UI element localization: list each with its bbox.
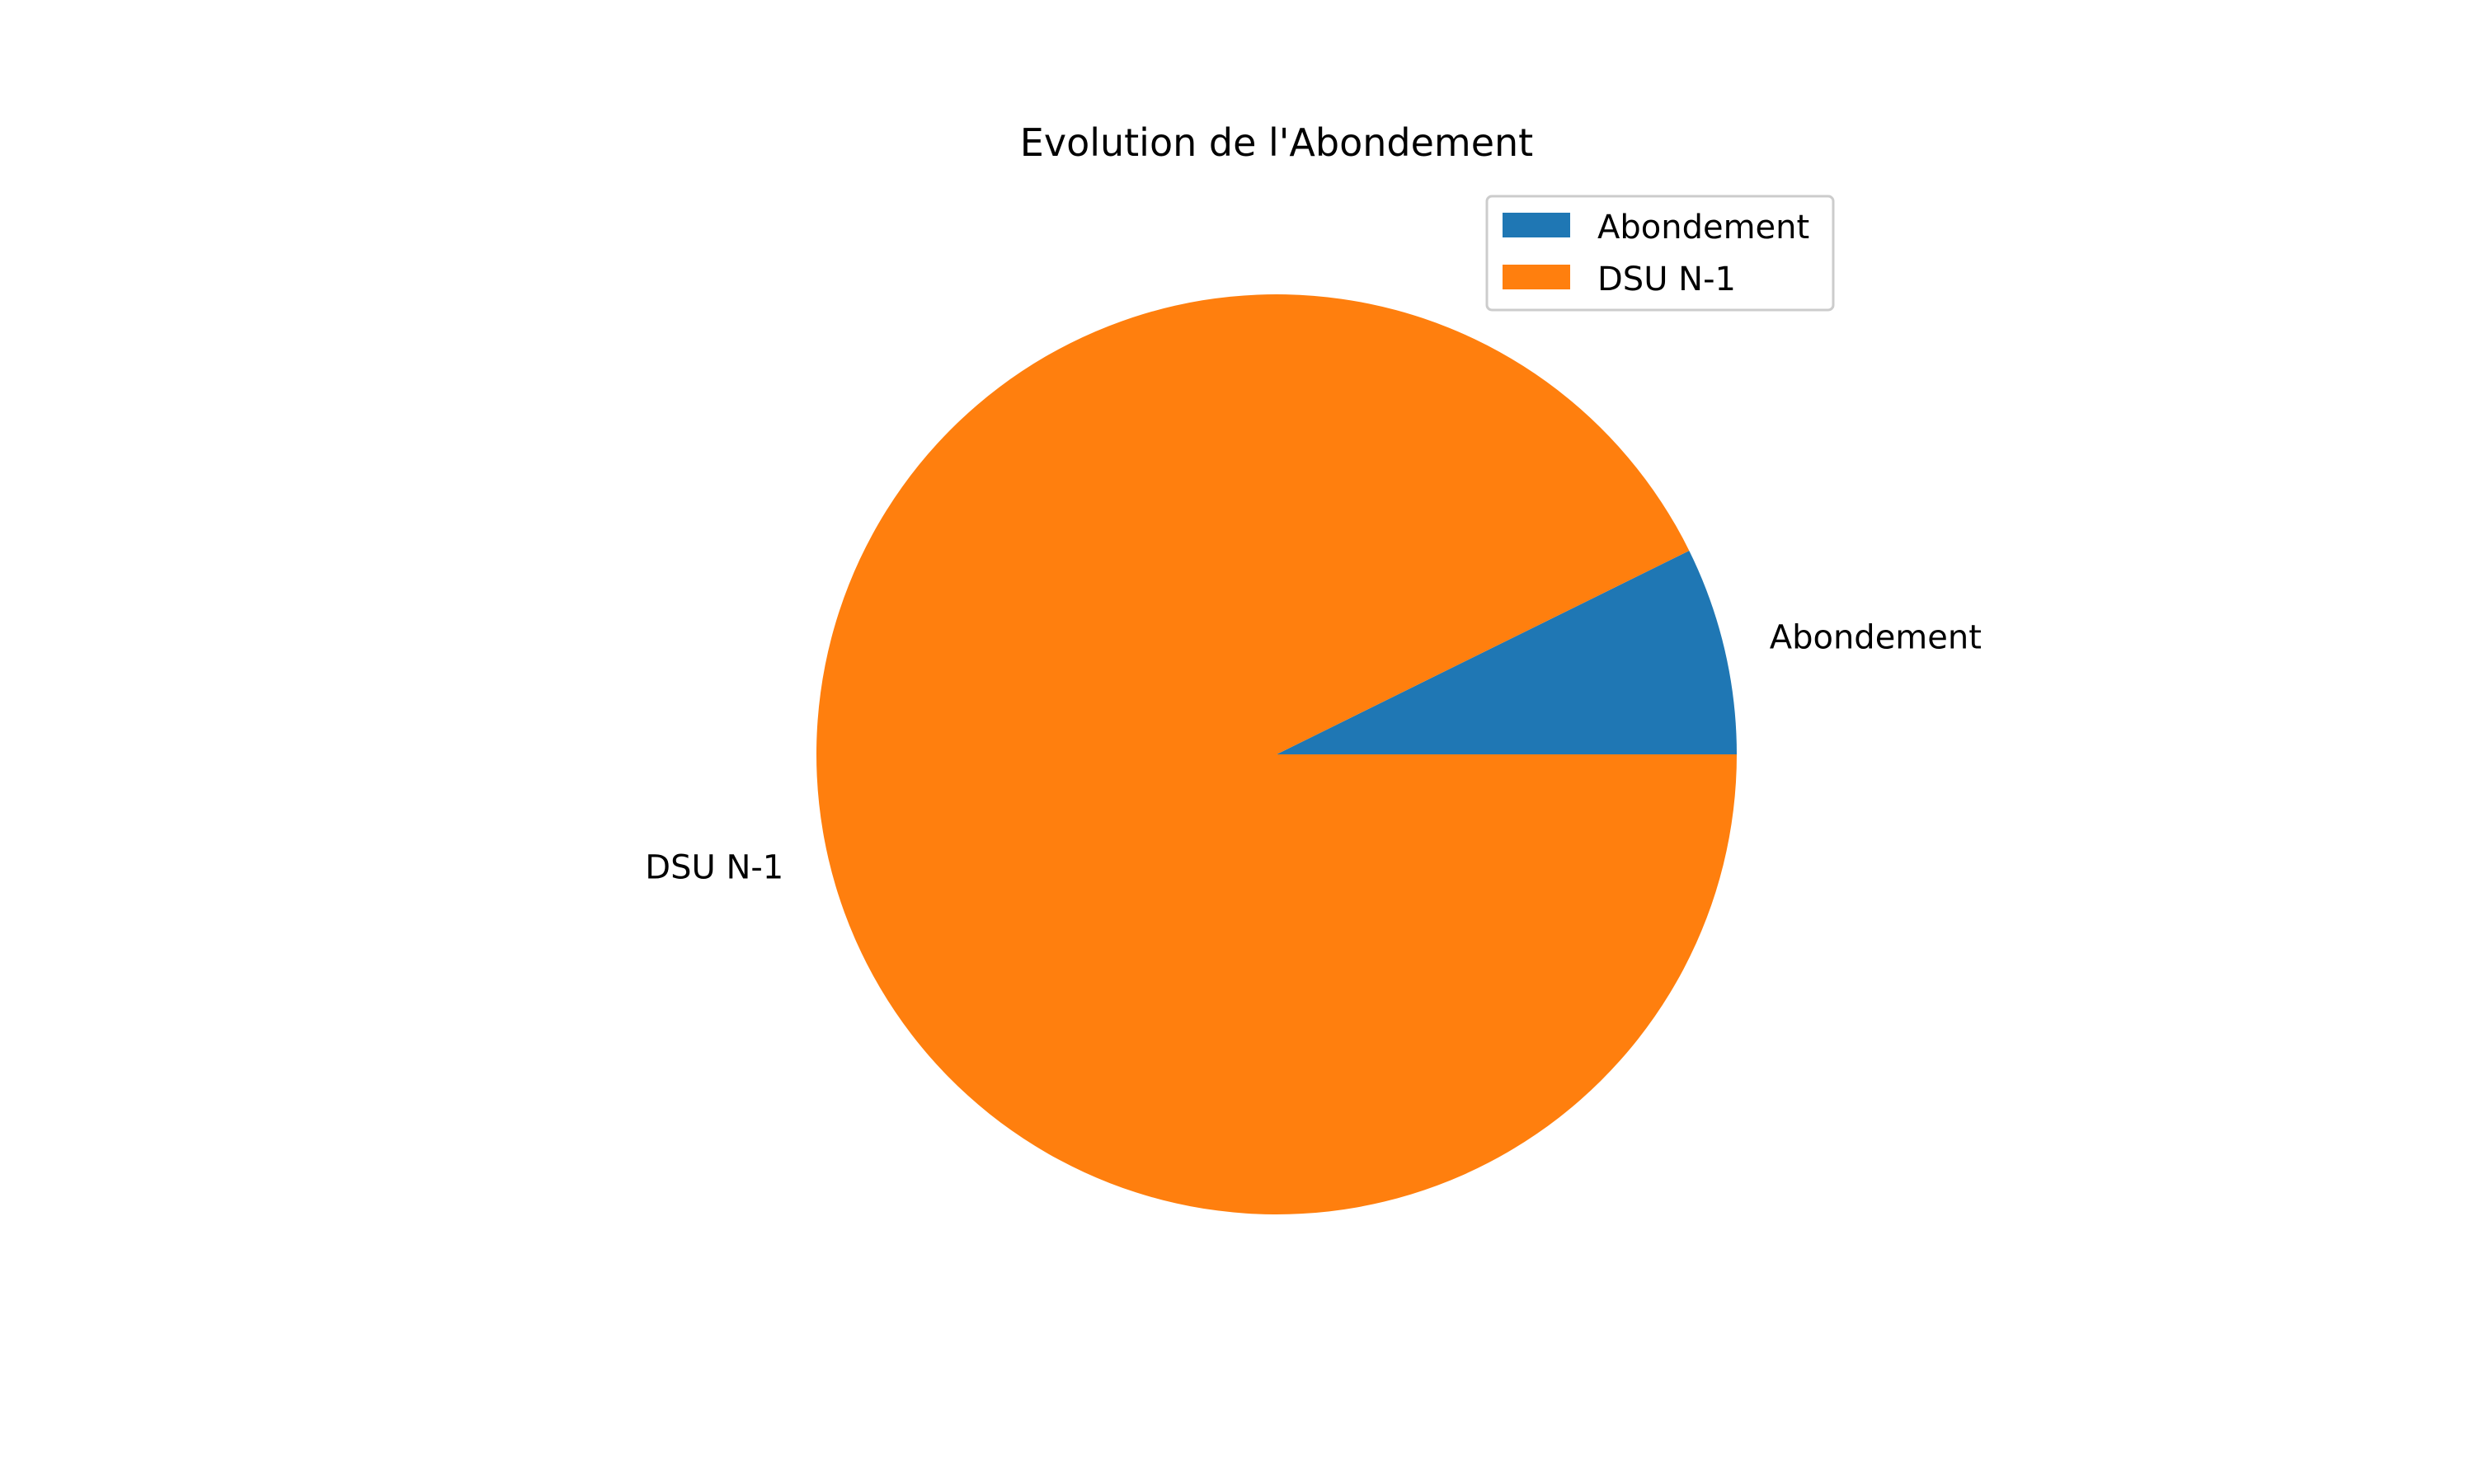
pie-label-abondement: Abondement <box>1770 618 1982 656</box>
pie-slice-dsu-n-1 <box>816 294 1738 1215</box>
legend-label-abondement: Abondement <box>1597 209 1809 247</box>
legend-label-dsu-n-1: DSU N-1 <box>1597 261 1736 298</box>
legend: Abondement DSU N-1 <box>1485 195 1835 312</box>
pie-slices <box>816 294 1738 1215</box>
legend-swatch-dsu-n-1 <box>1503 265 1570 289</box>
legend-swatch-abondement <box>1503 213 1570 237</box>
pie-slice-labels: Abondement DSU N-1 <box>645 618 1982 886</box>
chart-title: Evolution de l'Abondement <box>1020 120 1533 165</box>
pie-slice-abondement <box>1277 550 1737 754</box>
legend-frame <box>1485 195 1835 312</box>
pie-label-dsu-n-1: DSU N-1 <box>645 849 783 887</box>
